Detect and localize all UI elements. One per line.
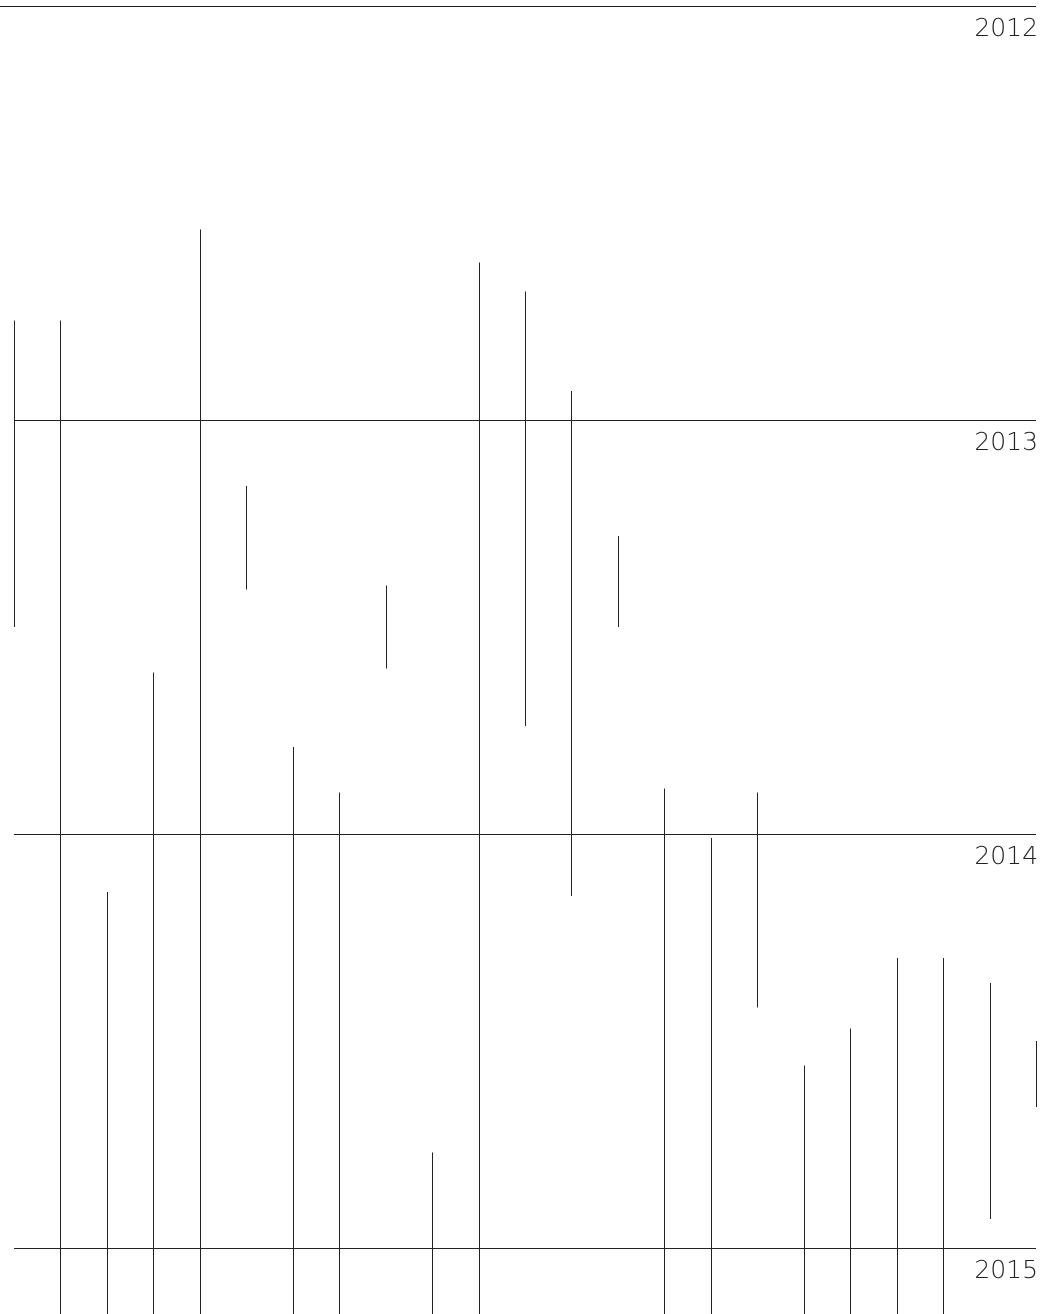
year-label: 2012: [974, 13, 1038, 42]
year-label: 2014: [974, 841, 1038, 870]
year-label: 2015: [974, 1255, 1038, 1284]
year-label: 2013: [974, 427, 1038, 456]
